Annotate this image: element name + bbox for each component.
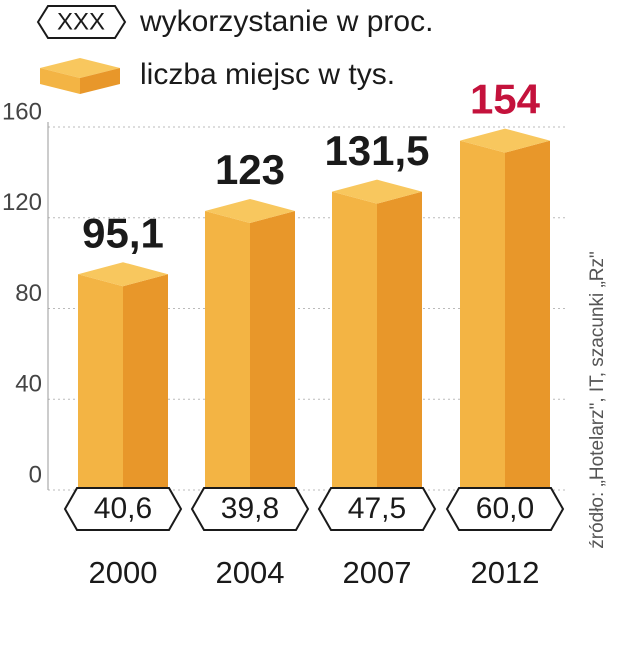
x-tick-label: 2000 — [89, 555, 158, 590]
bar-right-face — [505, 140, 550, 491]
x-tick-label: 2007 — [343, 555, 412, 590]
bar-top — [78, 262, 168, 287]
legend-hex-text: XXX — [57, 8, 105, 35]
y-tick-label: 0 — [29, 461, 42, 488]
legend-label: liczba miejsc w tys. — [140, 58, 395, 91]
bar-right-face — [123, 274, 168, 490]
usage-label: 60,0 — [476, 492, 534, 525]
source-note: źródło: „Hotelarz", IT, szacunki „Rz" — [587, 251, 608, 549]
usage-hexagon — [317, 487, 437, 531]
legend-box-icon — [40, 58, 120, 94]
usage-hexagon — [190, 487, 310, 531]
bar-right-face — [250, 210, 295, 490]
legend-label: wykorzystanie w proc. — [139, 5, 433, 38]
y-tick-label: 160 — [2, 98, 42, 125]
usage-label: 39,8 — [221, 492, 279, 525]
y-tick-label: 120 — [2, 189, 42, 216]
value-label: 131,5 — [324, 127, 429, 174]
x-tick-label: 2004 — [216, 555, 285, 590]
x-tick-label: 2012 — [471, 555, 540, 590]
y-tick-label: 80 — [15, 280, 42, 307]
legend-hex-icon — [36, 5, 127, 39]
value-label: 123 — [215, 146, 285, 193]
y-tick-label: 40 — [15, 371, 42, 398]
bar-right-face — [377, 191, 422, 491]
value-label: 154 — [470, 76, 541, 123]
bar-left-face — [205, 210, 250, 490]
value-label: 95,1 — [82, 209, 164, 256]
bar-top — [460, 128, 550, 153]
usage-label: 40,6 — [94, 492, 152, 525]
bar-left-face — [332, 191, 377, 491]
usage-label: 47,5 — [348, 492, 406, 525]
usage-hexagon — [63, 487, 183, 531]
usage-hexagon — [445, 487, 565, 531]
bar-left-face — [460, 140, 505, 491]
bar-top — [332, 179, 422, 204]
bar-top — [205, 198, 295, 223]
bar-left-face — [78, 274, 123, 490]
